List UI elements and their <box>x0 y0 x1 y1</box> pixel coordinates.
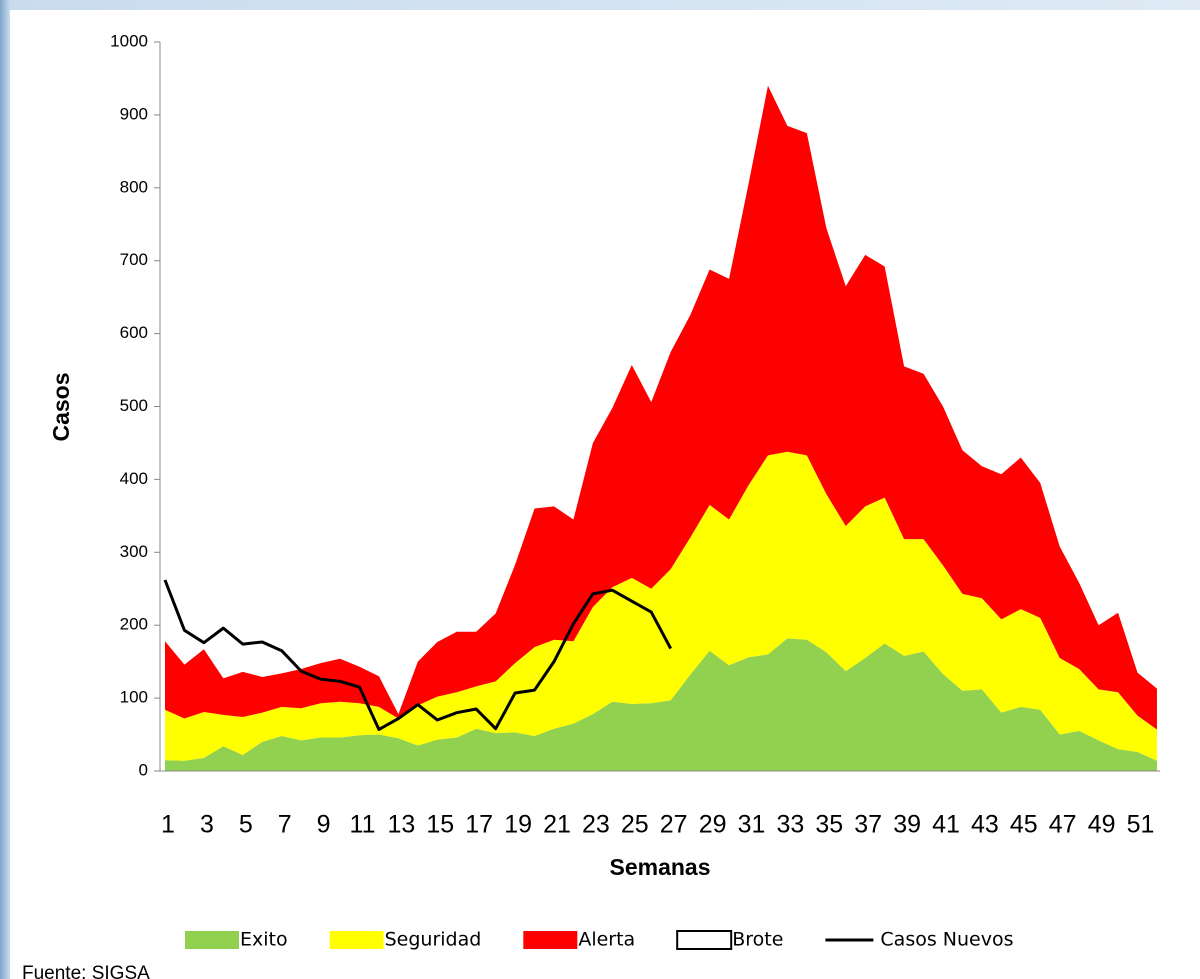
area-1 <box>165 451 1157 761</box>
x-tick-label: 23 <box>582 811 610 839</box>
legend-label: Brote <box>732 929 783 951</box>
x-tick-label: 39 <box>893 811 921 839</box>
x-tick-label: 5 <box>239 811 253 839</box>
x-axis-title: Semanas <box>609 854 710 880</box>
x-tick-label: 13 <box>387 811 415 839</box>
legend-swatch <box>329 931 384 949</box>
x-tick-label: 27 <box>660 811 688 839</box>
x-tick-label: 19 <box>504 811 532 839</box>
legend-label: Casos Nuevos <box>880 929 1013 951</box>
x-tick-label: 43 <box>971 811 999 839</box>
x-tick-label: 47 <box>1049 811 1077 839</box>
x-tick-label: 1 <box>161 811 175 839</box>
y-tick-label: 400 <box>120 469 148 488</box>
legend-swatch <box>676 930 733 950</box>
x-tick-label: 25 <box>621 811 649 839</box>
y-tick-label: 0 <box>139 760 148 779</box>
y-tick-label: 1000 <box>110 31 148 50</box>
area-2 <box>165 85 1157 730</box>
line-series <box>163 579 673 731</box>
x-tick-label: 11 <box>350 811 376 839</box>
y-axis-title: Casos <box>48 372 74 441</box>
x-tick-label: 41 <box>932 811 960 839</box>
legend-label: Alerta <box>578 929 635 951</box>
x-tick-label: 31 <box>738 811 766 839</box>
y-tick-label: 100 <box>120 688 148 707</box>
x-tick-label: 9 <box>317 811 331 839</box>
x-tick-label: 45 <box>1010 811 1038 839</box>
x-tick-label: 17 <box>465 811 493 839</box>
y-tick-label: 200 <box>120 615 148 634</box>
x-tick-label: 37 <box>854 811 882 839</box>
y-tick-label: 600 <box>120 323 148 342</box>
x-tick-label: 7 <box>278 811 292 839</box>
area-0 <box>165 638 1157 771</box>
x-tick-label: 3 <box>200 811 214 839</box>
x-tick-label: 21 <box>543 811 571 839</box>
legend-swatch <box>523 931 578 949</box>
y-tick-label: 700 <box>120 250 148 269</box>
y-tick-label: 500 <box>120 396 148 415</box>
x-tick-label: 49 <box>1088 811 1116 839</box>
y-tick-label: 900 <box>120 104 148 123</box>
y-tick-label: 800 <box>120 177 148 196</box>
x-tick-label: 15 <box>426 811 454 839</box>
x-tick-label: 51 <box>1127 811 1155 839</box>
legend-label: Seguridad <box>385 929 482 951</box>
source-note: Fuente: SIGSA <box>22 963 150 979</box>
x-tick-label: 35 <box>815 811 843 839</box>
y-tick-label: 300 <box>120 542 148 561</box>
x-tick-label: 29 <box>699 811 727 839</box>
legend-label: Exito <box>240 929 288 951</box>
x-tick-label: 33 <box>776 811 804 839</box>
legend-swatch <box>185 931 239 949</box>
